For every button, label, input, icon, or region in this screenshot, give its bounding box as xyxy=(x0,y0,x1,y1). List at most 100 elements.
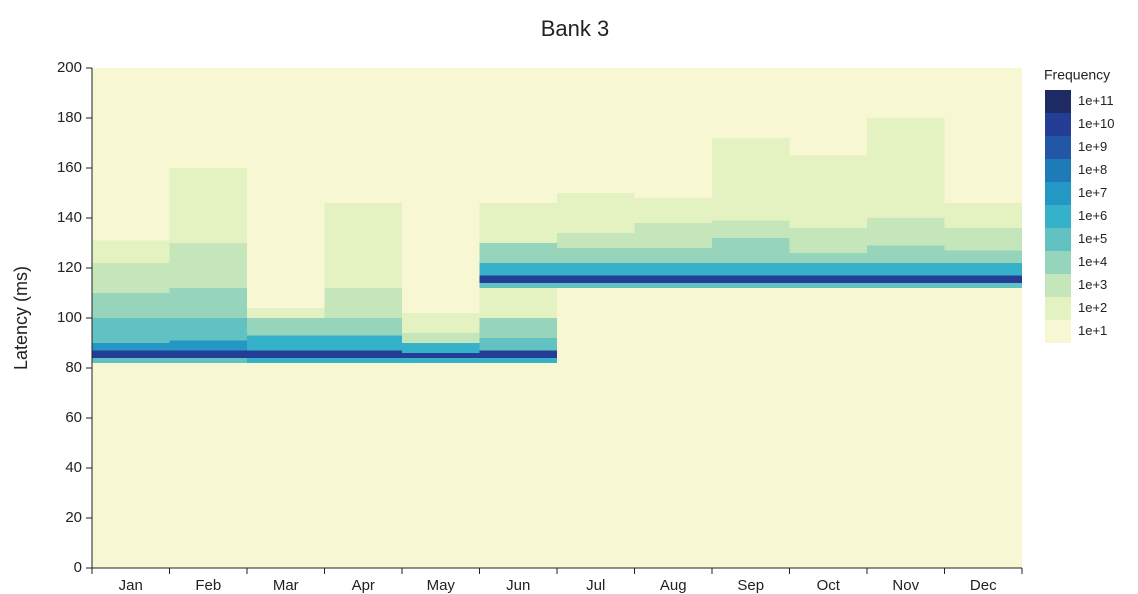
legend-swatch xyxy=(1045,113,1071,136)
heatmap-cell xyxy=(867,275,945,283)
heatmap-cell xyxy=(634,198,712,223)
legend-swatch xyxy=(1045,297,1071,320)
x-tick-label: Sep xyxy=(737,577,764,594)
heatmap-cell xyxy=(634,283,712,288)
heatmap-cell xyxy=(92,350,170,358)
legend-label: 1e+1 xyxy=(1078,323,1107,338)
heatmap-cell xyxy=(557,193,635,233)
y-tick-label: 80 xyxy=(65,359,82,376)
legend-label: 1e+5 xyxy=(1078,231,1107,246)
x-tick-label: Feb xyxy=(195,577,221,594)
heatmap-cell xyxy=(169,243,247,288)
heatmap-cell xyxy=(867,118,945,218)
heatmap-cell xyxy=(479,243,557,263)
heatmap-cell xyxy=(867,218,945,246)
heatmap-cell xyxy=(789,253,867,263)
heatmap-cell xyxy=(944,263,1022,276)
heatmap-cell xyxy=(479,318,557,338)
y-tick-label: 160 xyxy=(57,159,82,176)
heatmap-cell xyxy=(324,288,402,318)
y-tick-label: 120 xyxy=(57,259,82,276)
legend-label: 1e+8 xyxy=(1078,162,1107,177)
heatmap-cell xyxy=(634,275,712,283)
legend-swatch xyxy=(1045,159,1071,182)
legend-label: 1e+9 xyxy=(1078,139,1107,154)
heatmap-cell xyxy=(712,275,790,283)
legend-label: 1e+10 xyxy=(1078,116,1115,131)
heatmap-cell xyxy=(92,293,170,318)
heatmap-cell xyxy=(247,350,325,358)
heatmap-cell xyxy=(557,263,635,276)
x-tick-label: Jun xyxy=(506,577,530,594)
heatmap-cell xyxy=(479,358,557,363)
heatmap-cell xyxy=(479,203,557,243)
x-tick-label: Aug xyxy=(660,577,687,594)
heatmap-cell xyxy=(402,333,480,343)
heatmap-cell xyxy=(789,263,867,276)
chart-title: Bank 3 xyxy=(541,16,610,41)
heatmap-cell xyxy=(789,275,867,283)
heatmap-cell xyxy=(944,203,1022,228)
legend-swatch xyxy=(1045,136,1071,159)
legend-swatch xyxy=(1045,320,1071,343)
heatmap-cell xyxy=(789,228,867,253)
legend-swatch xyxy=(1045,205,1071,228)
heatmap-cell xyxy=(92,358,170,363)
y-tick-label: 0 xyxy=(74,559,82,576)
heatmap-cell xyxy=(557,233,635,248)
heatmap-cell xyxy=(634,248,712,263)
x-tick-label: May xyxy=(427,577,456,594)
y-tick-label: 140 xyxy=(57,209,82,226)
legend-swatch xyxy=(1045,251,1071,274)
heatmap-cell xyxy=(402,343,480,353)
heatmap-cell xyxy=(634,263,712,276)
heatmap-cell xyxy=(944,228,1022,251)
heatmap-cell xyxy=(789,283,867,288)
heatmap-cell xyxy=(247,335,325,351)
legend-swatch xyxy=(1045,228,1071,251)
heatmap-cell xyxy=(557,283,635,288)
heatmap-cell xyxy=(169,358,247,363)
heatmap-cell xyxy=(402,313,480,333)
y-tick-label: 20 xyxy=(65,509,82,526)
heatmap-cell xyxy=(712,138,790,221)
heatmap-cell xyxy=(324,350,402,358)
legend-label: 1e+2 xyxy=(1078,300,1107,315)
heatmap-cell xyxy=(712,238,790,263)
x-tick-label: Dec xyxy=(970,577,997,594)
x-tick-label: Jul xyxy=(586,577,605,594)
heatmap-cell xyxy=(867,263,945,276)
heatmap-cell xyxy=(324,203,402,288)
heatmap-cell xyxy=(479,338,557,351)
y-tick-label: 180 xyxy=(57,109,82,126)
heatmap-cell xyxy=(789,155,867,228)
heatmap-cell xyxy=(169,350,247,358)
heatmap-cell xyxy=(479,288,557,318)
heatmap-cell xyxy=(479,275,557,283)
heatmap-cell xyxy=(169,318,247,341)
y-tick-label: 100 xyxy=(57,309,82,326)
x-tick-label: Nov xyxy=(892,577,919,594)
heatmap-cell xyxy=(402,358,480,363)
heatmap-cell xyxy=(324,358,402,363)
heatmap-cell xyxy=(479,283,557,288)
heatmap-cell xyxy=(324,318,402,336)
heatmap-cell xyxy=(247,308,325,318)
legend-swatch xyxy=(1045,274,1071,297)
heatmap-cell xyxy=(867,283,945,288)
heatmap-cell xyxy=(557,248,635,263)
heatmap-cell xyxy=(402,353,480,358)
heatmap-cell xyxy=(92,240,170,263)
heatmap-cell xyxy=(634,223,712,248)
heatmap-cell xyxy=(712,283,790,288)
y-tick-label: 40 xyxy=(65,459,82,476)
heatmap-cell xyxy=(247,358,325,363)
heatmap-cell xyxy=(169,340,247,351)
x-tick-label: Apr xyxy=(352,577,375,594)
legend-swatch xyxy=(1045,90,1071,113)
legend-label: 1e+11 xyxy=(1078,93,1114,108)
heatmap-cell xyxy=(712,220,790,238)
legend-label: 1e+4 xyxy=(1078,254,1107,269)
heatmap-cell xyxy=(169,288,247,318)
